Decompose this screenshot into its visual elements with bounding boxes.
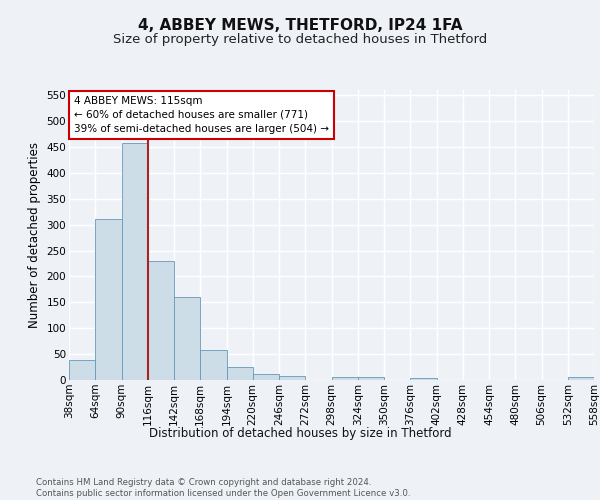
Bar (410, 378, 437, 380)
Text: Size of property relative to detached houses in Thetford: Size of property relative to detached ho… (113, 32, 487, 46)
Text: Distribution of detached houses by size in Thetford: Distribution of detached houses by size … (149, 428, 451, 440)
Text: 4 ABBEY MEWS: 115sqm
← 60% of detached houses are smaller (771)
39% of semi-deta: 4 ABBEY MEWS: 115sqm ← 60% of detached h… (74, 96, 329, 134)
Bar (253, 374, 279, 380)
Bar (174, 297, 200, 380)
Bar (279, 376, 305, 380)
Bar (95, 219, 121, 380)
Bar (148, 261, 174, 380)
Y-axis label: Number of detached properties: Number of detached properties (28, 142, 41, 328)
Bar (331, 378, 358, 380)
Bar (358, 378, 384, 380)
Bar (227, 367, 253, 380)
Text: 4, ABBEY MEWS, THETFORD, IP24 1FA: 4, ABBEY MEWS, THETFORD, IP24 1FA (138, 18, 462, 32)
Text: Contains HM Land Registry data © Crown copyright and database right 2024.
Contai: Contains HM Land Registry data © Crown c… (36, 478, 410, 498)
Bar (568, 378, 594, 380)
Bar (200, 350, 227, 380)
Bar (69, 360, 95, 380)
Bar (121, 144, 148, 380)
